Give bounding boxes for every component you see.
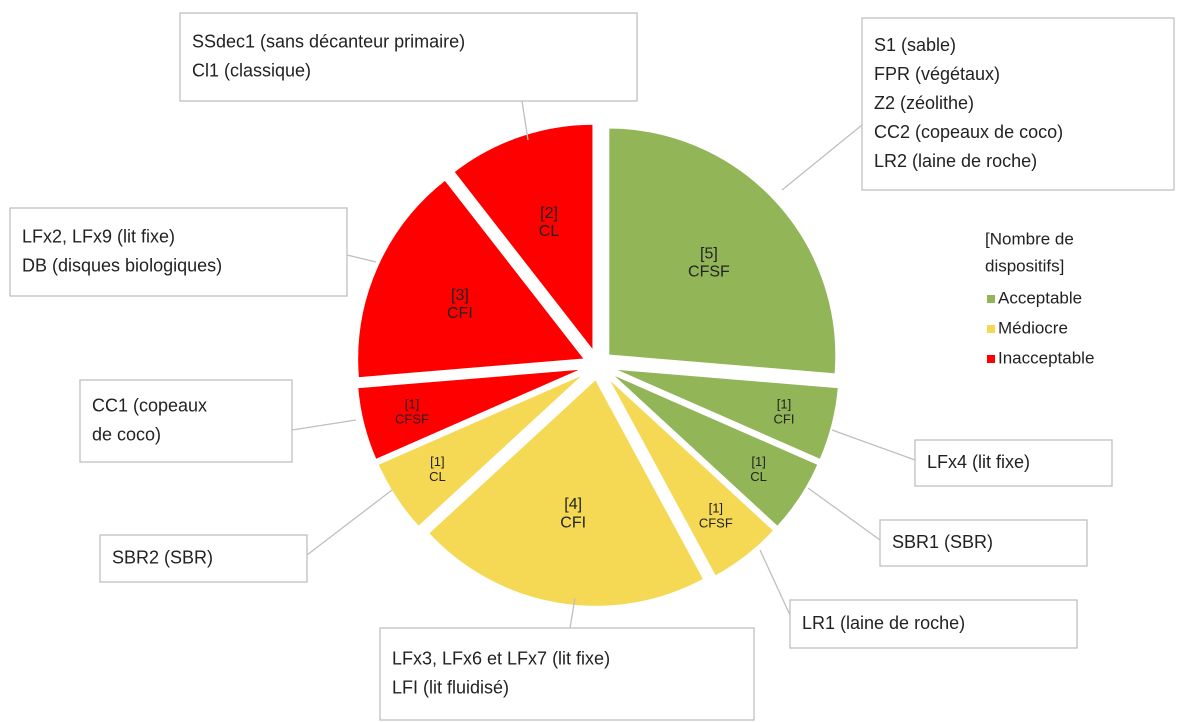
slice-category: CFSF xyxy=(688,264,730,281)
slice-category: CFI xyxy=(447,305,473,322)
callout-text: CC2 (copeaux de coco) xyxy=(874,122,1063,142)
callout-box xyxy=(861,17,1175,191)
data-label: [2] xyxy=(540,205,558,222)
callout-text: SBR2 (SBR) xyxy=(112,547,213,567)
callout-box xyxy=(379,627,755,721)
leader-line xyxy=(306,489,393,556)
leader-line xyxy=(521,100,529,141)
pie-slice xyxy=(356,178,588,380)
data-label: [4] xyxy=(564,496,582,513)
callout-text: de coco) xyxy=(92,424,161,444)
legend-swatch xyxy=(987,295,995,303)
data-label: [1] xyxy=(430,454,444,469)
legend-title: dispositifs] xyxy=(985,256,1064,275)
callout-text: SBR1 (SBR) xyxy=(892,532,993,552)
data-label: [5] xyxy=(700,245,718,262)
data-label: [1] xyxy=(709,501,723,516)
legend-label: Acceptable xyxy=(998,288,1082,307)
pie-slice xyxy=(607,126,838,376)
leader-line xyxy=(781,124,863,191)
legend-swatch xyxy=(987,355,995,363)
leader-line xyxy=(831,429,916,461)
leader-line xyxy=(807,487,881,541)
callout-text: LR1 (laine de roche) xyxy=(802,613,965,633)
callout-text: LFI (lit fluidisé) xyxy=(392,677,509,697)
legend-label: Inacceptable xyxy=(998,348,1094,367)
callout-text: FPR (végétaux) xyxy=(874,64,1000,84)
slice-category: CFI xyxy=(773,411,794,426)
pie-slice xyxy=(426,377,706,608)
pie-slice xyxy=(356,367,585,462)
callout-text: LFx3, LFx6 et LFx7 (lit fixe) xyxy=(392,648,610,668)
slice-category: CFI xyxy=(560,515,586,532)
data-label: [1] xyxy=(405,396,419,411)
pie-slice xyxy=(605,375,776,578)
legend-title: [Nombre de xyxy=(985,229,1074,248)
pie-slice xyxy=(376,371,587,529)
leader-line xyxy=(291,419,357,431)
leader-line xyxy=(759,549,791,616)
data-label: [1] xyxy=(751,454,765,469)
pie-slice xyxy=(609,371,820,529)
slice-category: CFSF xyxy=(699,516,733,531)
data-label: [1] xyxy=(777,396,791,411)
callout-text: Z2 (zéolithe) xyxy=(874,93,974,113)
slice-category: CL xyxy=(429,469,446,484)
data-label: [3] xyxy=(451,287,469,304)
callout-text: LR2 (laine de roche) xyxy=(874,151,1037,171)
leader-line xyxy=(569,597,576,629)
callout-box xyxy=(99,534,308,583)
pie-slice xyxy=(611,367,840,462)
slice-category: CFSF xyxy=(395,411,429,426)
pie-slice xyxy=(452,122,595,355)
legend-label: Médiocre xyxy=(998,318,1068,337)
callout-text: SSdec1 (sans décanteur primaire) xyxy=(192,31,465,51)
callout-box xyxy=(179,12,638,102)
callout-box xyxy=(879,519,1088,567)
callout-text: S1 (sable) xyxy=(874,35,956,55)
leader-line xyxy=(346,254,377,263)
slice-category: CL xyxy=(539,223,560,240)
callout-box xyxy=(789,599,1078,649)
slice-category: CL xyxy=(750,469,767,484)
callout-text: LFx2, LFx9 (lit fixe) xyxy=(22,226,175,246)
callout-text: DB (disques biologiques) xyxy=(22,255,222,275)
legend-swatch xyxy=(987,325,995,333)
callout-text: Cl1 (classique) xyxy=(192,60,311,80)
callout-box xyxy=(914,439,1113,487)
callout-box xyxy=(9,207,348,297)
callout-box xyxy=(79,379,293,463)
callout-text: CC1 (copeaux xyxy=(92,395,207,415)
callout-text: LFx4 (lit fixe) xyxy=(927,452,1030,472)
